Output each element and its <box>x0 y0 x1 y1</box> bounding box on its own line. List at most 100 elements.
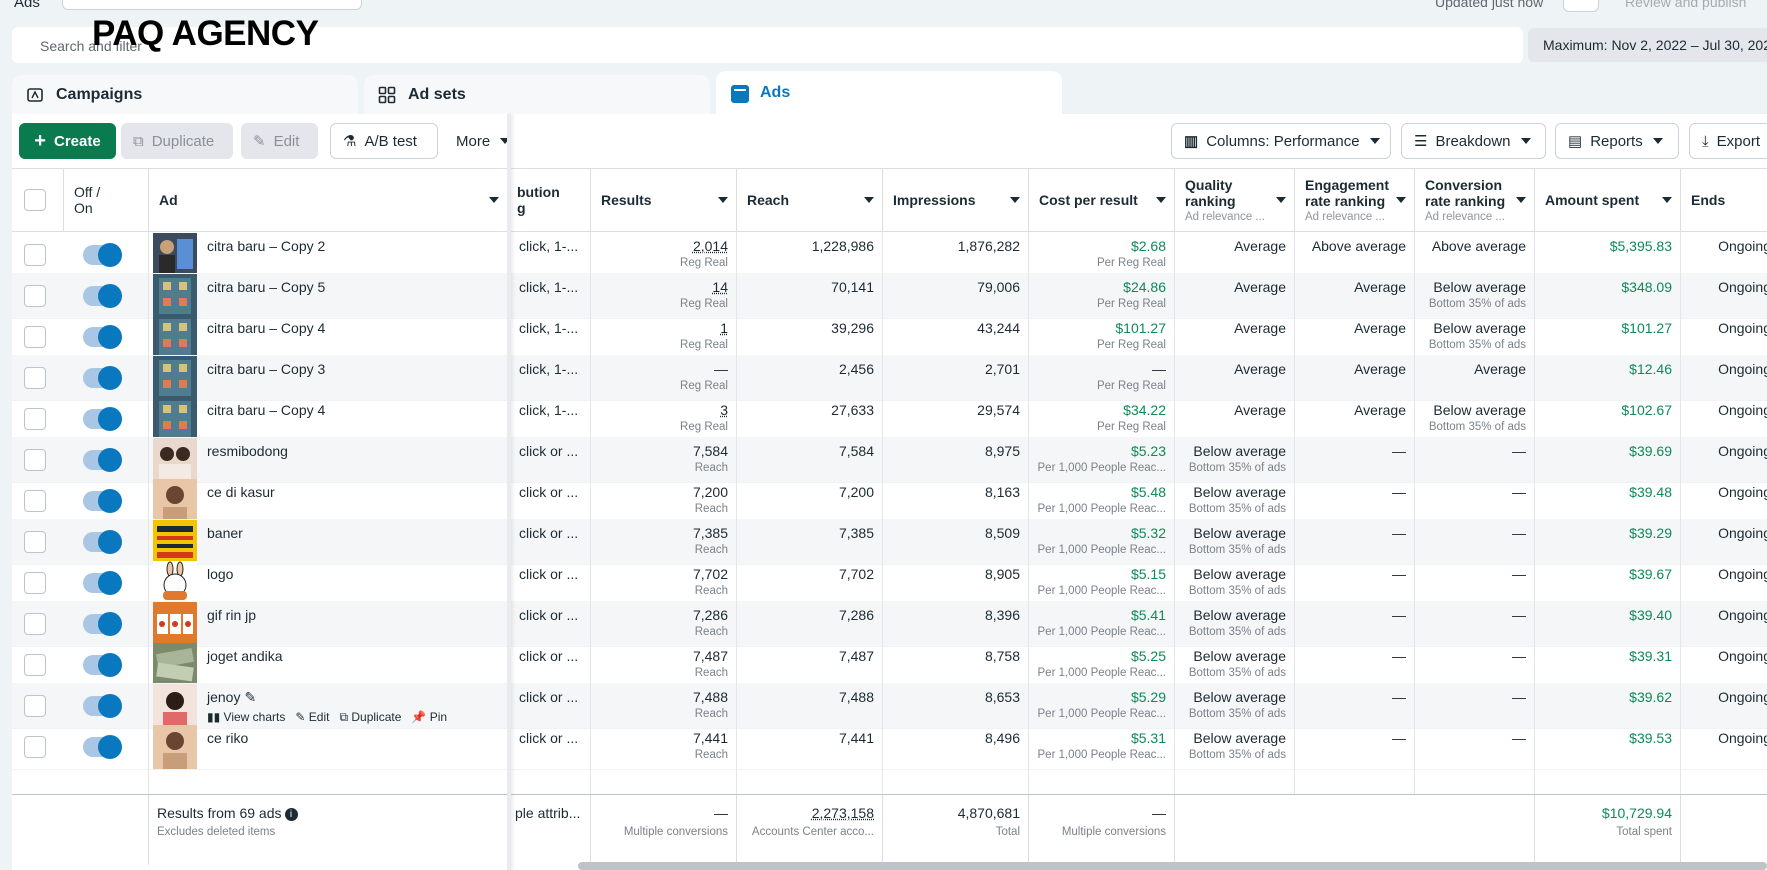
date-range-picker[interactable]: Maximum: Nov 2, 2022 – Jul 30, 2023 <box>1528 28 1767 62</box>
pencil-icon[interactable]: ✎ <box>244 689 256 705</box>
col-ends[interactable]: Ends <box>1680 169 1767 231</box>
status-toggle[interactable] <box>83 286 121 306</box>
breakdown-button[interactable]: ☰ Breakdown <box>1401 123 1546 159</box>
ad-name[interactable]: ce di kasur <box>207 484 275 500</box>
ad-name[interactable]: citra baru – Copy 5 <box>207 279 325 295</box>
columns-button[interactable]: ▥ Columns: Performance <box>1171 123 1391 159</box>
status-toggle[interactable] <box>83 573 121 593</box>
ad-name[interactable]: joget andika <box>207 648 283 664</box>
duplicate-button[interactable]: ⧉ Duplicate <box>121 123 233 159</box>
ad-name[interactable]: gif rin jp <box>207 607 256 623</box>
info-icon[interactable]: i <box>285 808 298 821</box>
col-ad[interactable]: Ad <box>148 169 507 231</box>
view-charts-action[interactable]: ▮▮ View charts <box>207 710 285 724</box>
ad-thumbnail[interactable] <box>153 356 197 400</box>
col-results[interactable]: Results <box>590 169 736 231</box>
ad-thumbnail[interactable] <box>153 397 197 441</box>
ad-name[interactable]: baner <box>207 525 243 541</box>
row-checkbox[interactable] <box>24 490 46 512</box>
status-toggle[interactable] <box>83 614 121 634</box>
row-checkbox[interactable] <box>24 531 46 553</box>
ab-test-button[interactable]: ⚗ A/B test <box>330 123 438 159</box>
edit-action[interactable]: ✎ Edit <box>295 710 329 724</box>
pin-action[interactable]: 📌 Pin <box>411 710 447 724</box>
col-amount-spent[interactable]: Amount spent <box>1534 169 1680 231</box>
ad-name[interactable]: ce riko <box>207 730 248 746</box>
table-row[interactable]: ce riko click or ... 7,441 Reach 7,441 8… <box>12 724 1767 770</box>
row-checkbox[interactable] <box>24 408 46 430</box>
col-cost-per-result[interactable]: Cost per result <box>1028 169 1174 231</box>
ad-thumbnail[interactable] <box>153 725 197 769</box>
row-checkbox[interactable] <box>24 367 46 389</box>
col-conversion-ranking[interactable]: Conversion rate ranking Ad relevance ... <box>1414 169 1534 231</box>
row-checkbox[interactable] <box>24 244 46 266</box>
refresh-button[interactable] <box>1563 0 1599 12</box>
status-toggle[interactable] <box>83 655 121 675</box>
row-checkbox[interactable] <box>24 654 46 676</box>
ad-thumbnail[interactable] <box>153 520 197 564</box>
status-toggle[interactable] <box>83 450 121 470</box>
table-row[interactable]: citra baru – Copy 4 click, 1-... 3 Reg R… <box>12 396 1767 442</box>
col-quality-ranking[interactable]: Quality ranking Ad relevance ... <box>1174 169 1294 231</box>
table-row[interactable]: ce di kasur click or ... 7,200 Reach 7,2… <box>12 478 1767 524</box>
status-toggle[interactable] <box>83 327 121 347</box>
ad-name[interactable]: citra baru – Copy 4 <box>207 320 325 336</box>
export-button[interactable]: ⤓ Export <box>1689 123 1767 159</box>
duplicate-action[interactable]: ⧉ Duplicate <box>339 710 401 724</box>
ad-thumbnail[interactable] <box>153 438 197 482</box>
col-engagement-ranking[interactable]: Engagement rate ranking Ad relevance ... <box>1294 169 1414 231</box>
tab-ads[interactable]: Ads <box>716 71 1062 115</box>
ad-name[interactable]: logo <box>207 566 233 582</box>
ad-thumbnail[interactable] <box>153 233 197 277</box>
table-row[interactable]: joget andika click or ... 7,487 Reach 7,… <box>12 642 1767 688</box>
table-row[interactable]: gif rin jp click or ... 7,286 Reach 7,28… <box>12 601 1767 647</box>
review-publish-button[interactable]: Review and publish <box>1625 0 1746 10</box>
table-row[interactable]: resmibodong click or ... 7,584 Reach 7,5… <box>12 437 1767 483</box>
col-reach[interactable]: Reach <box>736 169 882 231</box>
status-toggle[interactable] <box>83 409 121 429</box>
status-toggle[interactable] <box>83 532 121 552</box>
ad-thumbnail[interactable] <box>153 315 197 359</box>
status-toggle[interactable] <box>83 245 121 265</box>
table-row[interactable]: citra baru – Copy 2 click, 1-... 2,014 R… <box>12 232 1767 278</box>
table-row[interactable]: citra baru – Copy 4 click, 1-... 1 Reg R… <box>12 314 1767 360</box>
row-checkbox[interactable] <box>24 449 46 471</box>
create-button[interactable]: + Create <box>19 123 116 159</box>
row-checkbox[interactable] <box>24 695 46 717</box>
tab-campaigns[interactable]: Campaigns <box>12 75 358 115</box>
more-button[interactable]: More <box>444 123 524 159</box>
col-impressions[interactable]: Impressions <box>882 169 1028 231</box>
reports-button[interactable]: ▤ Reports <box>1555 123 1679 159</box>
ad-thumbnail[interactable] <box>153 479 197 523</box>
row-checkbox[interactable] <box>24 613 46 635</box>
ad-thumbnail[interactable] <box>153 684 197 728</box>
ad-name[interactable]: resmibodong <box>207 443 288 459</box>
status-toggle[interactable] <box>83 368 121 388</box>
edit-button[interactable]: ✎ Edit <box>241 123 318 159</box>
status-toggle[interactable] <box>83 696 121 716</box>
table-row[interactable]: jenoy ✎ ▮▮ View charts ✎ Edit ⧉ Duplicate… <box>12 683 1767 729</box>
table-row[interactable]: citra baru – Copy 5 click, 1-... 14 Reg … <box>12 273 1767 319</box>
ad-thumbnail[interactable] <box>153 643 197 687</box>
status-toggle[interactable] <box>83 491 121 511</box>
account-selector[interactable] <box>62 0 362 10</box>
table-row[interactable]: baner click or ... 7,385 Reach 7,385 8,5… <box>12 519 1767 565</box>
row-checkbox[interactable] <box>24 285 46 307</box>
col-off-on[interactable]: Off / On <box>63 169 148 231</box>
tab-adsets[interactable]: Ad sets <box>364 75 710 115</box>
ad-name[interactable]: jenoy ✎ <box>207 689 256 706</box>
col-attribution[interactable]: bution g <box>507 169 590 231</box>
table-row[interactable]: citra baru – Copy 3 click, 1-... — Reg R… <box>12 355 1767 401</box>
row-checkbox[interactable] <box>24 326 46 348</box>
ad-name[interactable]: citra baru – Copy 4 <box>207 402 325 418</box>
ad-thumbnail[interactable] <box>153 561 197 605</box>
select-all-checkbox[interactable] <box>24 189 46 211</box>
status-toggle[interactable] <box>83 737 121 757</box>
row-checkbox[interactable] <box>24 736 46 758</box>
ad-name[interactable]: citra baru – Copy 2 <box>207 238 325 254</box>
row-checkbox[interactable] <box>24 572 46 594</box>
ad-thumbnail[interactable] <box>153 602 197 646</box>
horizontal-scrollbar[interactable] <box>578 862 1767 870</box>
ad-name[interactable]: citra baru – Copy 3 <box>207 361 325 377</box>
table-row[interactable]: logo click or ... 7,702 Reach 7,702 8,90… <box>12 560 1767 606</box>
